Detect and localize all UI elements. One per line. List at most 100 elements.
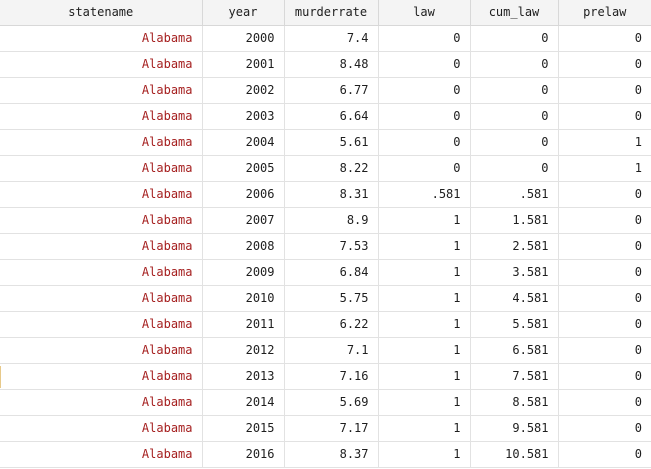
cell-year[interactable]: 2011	[202, 311, 285, 338]
cell-cum-law[interactable]: 0	[470, 155, 559, 182]
cell-statename[interactable]: Alabama	[0, 415, 203, 442]
cell-law[interactable]: 1	[378, 441, 471, 468]
table-row[interactable]: Alabama 2013 7.16 1 7.581 0	[0, 363, 651, 390]
cell-cum-law[interactable]: 0	[470, 51, 559, 78]
cell-law[interactable]: 1	[378, 311, 471, 338]
table-row[interactable]: Alabama 2006 8.31.581.581 0	[0, 181, 651, 208]
table-row[interactable]: Alabama 2001 8.48 0 0 0	[0, 51, 651, 78]
cell-murderrate[interactable]: 7.53	[284, 233, 379, 260]
cell-statename[interactable]: Alabama	[0, 259, 203, 286]
table-row[interactable]: Alabama 2005 8.22 0 0 1	[0, 155, 651, 182]
cell-law[interactable]: 1	[378, 363, 471, 390]
cell-cum-law[interactable]: 7.581	[470, 363, 559, 390]
cell-murderrate[interactable]: 7.16	[284, 363, 379, 390]
cell-murderrate[interactable]: 8.9	[284, 207, 379, 234]
cell-statename[interactable]: Alabama	[0, 181, 203, 208]
cell-statename[interactable]: Alabama	[0, 337, 203, 364]
cell-prelaw[interactable]: 0	[558, 259, 651, 286]
cell-statename[interactable]: Alabama	[0, 311, 203, 338]
cell-prelaw[interactable]: 0	[558, 363, 651, 390]
cell-murderrate[interactable]: 6.64	[284, 103, 379, 130]
cell-prelaw[interactable]: 0	[558, 415, 651, 442]
cell-statename[interactable]: Alabama	[0, 25, 203, 52]
cell-cum-law[interactable]: 0	[470, 103, 559, 130]
cell-prelaw[interactable]: 0	[558, 441, 651, 468]
cell-year[interactable]: 2006	[202, 181, 285, 208]
column-header-cum-law[interactable]: cum_law	[470, 0, 559, 26]
cell-year[interactable]: 2015	[202, 415, 285, 442]
cell-year[interactable]: 2005	[202, 155, 285, 182]
table-row[interactable]: Alabama 2008 7.53 1 2.581 0	[0, 233, 651, 260]
table-row[interactable]: Alabama 2009 6.84 1 3.581 0	[0, 259, 651, 286]
cell-law[interactable]: 1	[378, 337, 471, 364]
cell-year[interactable]: 2002	[202, 77, 285, 104]
cell-cum-law[interactable]: 2.581	[470, 233, 559, 260]
cell-year[interactable]: 2014	[202, 389, 285, 416]
cell-statename[interactable]: Alabama	[0, 155, 203, 182]
column-header-year[interactable]: year	[202, 0, 285, 26]
cell-prelaw[interactable]: 0	[558, 103, 651, 130]
table-row[interactable]: Alabama 2016 8.37 1 10.581 0	[0, 441, 651, 468]
cell-murderrate[interactable]: 6.77	[284, 77, 379, 104]
cell-year[interactable]: 2007	[202, 207, 285, 234]
cell-law[interactable]: 1	[378, 285, 471, 312]
cell-law[interactable]: 1	[378, 207, 471, 234]
cell-murderrate[interactable]: 8.31	[284, 181, 379, 208]
cell-cum-law[interactable]: 4.581	[470, 285, 559, 312]
cell-cum-law[interactable]: 6.581	[470, 337, 559, 364]
cell-prelaw[interactable]: 0	[558, 389, 651, 416]
table-row[interactable]: Alabama 2004 5.61 0 0 1	[0, 129, 651, 156]
cell-cum-law[interactable]: 8.581	[470, 389, 559, 416]
table-row[interactable]: Alabama 2010 5.75 1 4.581 0	[0, 285, 651, 312]
column-header-prelaw[interactable]: prelaw	[558, 0, 651, 26]
cell-law[interactable]: 1	[378, 415, 471, 442]
cell-prelaw[interactable]: 0	[558, 285, 651, 312]
cell-statename[interactable]: Alabama	[0, 77, 203, 104]
table-row[interactable]: Alabama 2000 7.4 0 0 0	[0, 25, 651, 52]
cell-year[interactable]: 2010	[202, 285, 285, 312]
cell-year[interactable]: 2013	[202, 363, 285, 390]
table-row[interactable]: Alabama 2012 7.1 1 6.581 0	[0, 337, 651, 364]
cell-law[interactable]: 0	[378, 51, 471, 78]
cell-law[interactable]: 0	[378, 103, 471, 130]
column-header-murderrate[interactable]: murderrate	[284, 0, 379, 26]
cell-law[interactable]: 1	[378, 389, 471, 416]
cell-cum-law[interactable]: 0	[470, 25, 559, 52]
column-header-law[interactable]: law	[378, 0, 471, 26]
cell-prelaw[interactable]: 0	[558, 233, 651, 260]
cell-murderrate[interactable]: 5.61	[284, 129, 379, 156]
cell-statename[interactable]: Alabama	[0, 51, 203, 78]
cell-year[interactable]: 2009	[202, 259, 285, 286]
cell-cum-law[interactable]: 0	[470, 129, 559, 156]
cell-prelaw[interactable]: 1	[558, 129, 651, 156]
cell-prelaw[interactable]: 0	[558, 311, 651, 338]
cell-year[interactable]: 2001	[202, 51, 285, 78]
cell-murderrate[interactable]: 6.22	[284, 311, 379, 338]
cell-cum-law[interactable]: .581	[470, 181, 559, 208]
cell-murderrate[interactable]: 6.84	[284, 259, 379, 286]
cell-law[interactable]: 0	[378, 155, 471, 182]
table-row[interactable]: Alabama 2007 8.9 1 1.581 0	[0, 207, 651, 234]
cell-statename[interactable]: Alabama	[0, 441, 203, 468]
cell-murderrate[interactable]: 5.75	[284, 285, 379, 312]
cell-prelaw[interactable]: 0	[558, 337, 651, 364]
column-header-statename[interactable]: statename	[0, 0, 203, 26]
table-row[interactable]: Alabama 2011 6.22 1 5.581 0	[0, 311, 651, 338]
cell-prelaw[interactable]: 0	[558, 51, 651, 78]
cell-year[interactable]: 2004	[202, 129, 285, 156]
cell-law[interactable]: 1	[378, 233, 471, 260]
cell-prelaw[interactable]: 0	[558, 25, 651, 52]
cell-law[interactable]: .581	[378, 181, 471, 208]
cell-year[interactable]: 2016	[202, 441, 285, 468]
table-row[interactable]: Alabama 2003 6.64 0 0 0	[0, 103, 651, 130]
cell-prelaw[interactable]: 0	[558, 207, 651, 234]
table-row[interactable]: Alabama 2015 7.17 1 9.581 0	[0, 415, 651, 442]
cell-prelaw[interactable]: 0	[558, 77, 651, 104]
cell-cum-law[interactable]: 1.581	[470, 207, 559, 234]
cell-year[interactable]: 2003	[202, 103, 285, 130]
cell-year[interactable]: 2000	[202, 25, 285, 52]
cell-statename[interactable]: Alabama	[0, 389, 203, 416]
cell-cum-law[interactable]: 3.581	[470, 259, 559, 286]
cell-statename[interactable]: Alabama	[0, 207, 203, 234]
cell-cum-law[interactable]: 0	[470, 77, 559, 104]
